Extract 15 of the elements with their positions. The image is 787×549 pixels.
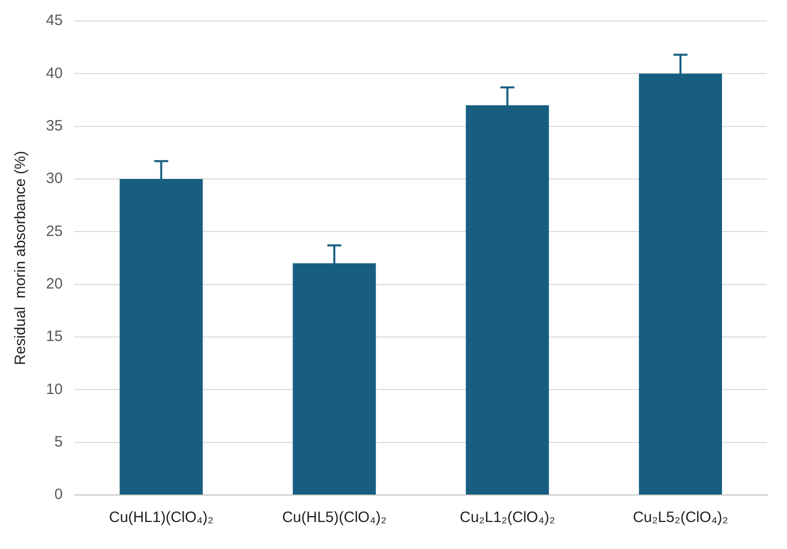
y-tick-label: 10 — [46, 380, 63, 398]
x-tick-label: Cu(HL5)(ClO₄)₂ — [282, 509, 387, 526]
y-tick-label: 40 — [46, 64, 63, 82]
y-tick-label: 35 — [46, 117, 63, 134]
y-tick-label: 25 — [46, 222, 63, 240]
y-tick-label: 45 — [46, 12, 63, 30]
x-tick-label: Cu₂L1₂(ClO₄)₂ — [460, 509, 556, 526]
y-tick-label: 5 — [54, 433, 63, 450]
y-tick-label: 30 — [46, 170, 63, 188]
y-tick-label: 15 — [46, 328, 63, 346]
y-tick-label: 0 — [54, 486, 63, 504]
x-tick-label: Cu(HL1)(ClO₄)₂ — [108, 509, 214, 526]
y-axis-title: Residual morin absorbance (%) — [12, 150, 30, 366]
x-tick-label: Cu₂L5₂(ClO₄)₂ — [632, 509, 728, 526]
y-tick-label: 20 — [46, 275, 63, 292]
